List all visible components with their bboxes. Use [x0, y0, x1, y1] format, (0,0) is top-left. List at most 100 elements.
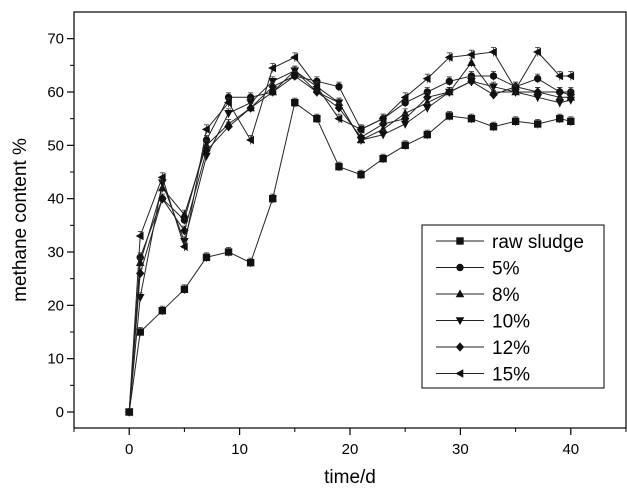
x-tick-label: 30 [452, 441, 469, 458]
data-point [401, 141, 409, 150]
data-point [511, 117, 520, 126]
legend-label: 12% [492, 338, 530, 359]
y-tick-label: 20 [47, 297, 64, 314]
data-point [179, 242, 188, 251]
data-point [467, 58, 476, 66]
data-point [158, 194, 167, 204]
data-point [378, 119, 388, 129]
series-line [128, 101, 571, 413]
data-point [400, 93, 409, 102]
legend: raw sludge 5% 8% 10% 12% 15% [421, 224, 605, 389]
data-point [224, 122, 233, 132]
data-point [180, 226, 189, 236]
data-point [136, 328, 144, 336]
data-point [269, 194, 277, 203]
data-point [290, 71, 300, 81]
data-point [422, 104, 432, 113]
legend-entry: 5% [436, 259, 520, 280]
x-tick-label: 20 [342, 441, 359, 458]
data-point [467, 76, 476, 86]
data-point [567, 117, 575, 126]
data-point [489, 122, 498, 131]
data-point [445, 77, 454, 86]
data-point [566, 71, 575, 81]
data-point [533, 47, 541, 57]
legend-label: 10% [492, 312, 530, 333]
data-point [246, 258, 255, 267]
data-point [488, 47, 497, 57]
data-point [489, 90, 498, 100]
data-point [379, 154, 387, 163]
y-tick-label: 50 [47, 137, 64, 154]
data-point [445, 112, 454, 120]
data-point [423, 130, 431, 139]
data-point [422, 74, 431, 83]
data-point [378, 131, 388, 140]
data-point [335, 82, 343, 91]
data-point [489, 72, 498, 80]
x-axis-title: time/d [324, 467, 376, 488]
data-point [224, 248, 233, 256]
data-point [268, 87, 278, 96]
legend-entry: 8% [436, 285, 520, 306]
data-point [556, 114, 564, 123]
y-tick-label: 10 [47, 351, 64, 368]
series-line [128, 51, 571, 413]
data-point [312, 82, 321, 91]
data-point [135, 231, 144, 241]
legend-marker [456, 237, 464, 245]
data-point [466, 50, 475, 59]
data-point [566, 90, 576, 100]
legend-label: 15% [492, 365, 530, 386]
data-point [313, 114, 321, 123]
axes-layer: 0 10 20 30 40 0 10 20 30 40 50 60 70 [47, 31, 627, 458]
data-point [334, 114, 343, 123]
y-tick-label: 0 [56, 404, 64, 421]
data-point [445, 87, 454, 97]
legend-marker [455, 342, 465, 352]
data-point [180, 285, 189, 294]
data-point [510, 85, 519, 94]
data-point [180, 210, 189, 218]
data-point [223, 98, 232, 107]
series-1 [125, 97, 575, 416]
data-point [444, 53, 453, 62]
legend-entry: 12% [436, 338, 530, 359]
legend-box [421, 224, 605, 389]
x-tick-label: 0 [125, 441, 133, 458]
x-tick-label: 40 [562, 441, 579, 458]
data-point [246, 103, 255, 113]
data-point [202, 146, 211, 156]
legend-entry: 10% [436, 312, 530, 333]
legend-label: raw sludge [492, 232, 584, 253]
y-tick-label: 70 [47, 31, 64, 48]
data-point [290, 53, 299, 62]
data-point [124, 407, 133, 417]
data-point [201, 125, 210, 134]
data-point [268, 82, 277, 92]
legend-marker [455, 317, 465, 326]
data-point [555, 99, 565, 108]
data-point [467, 114, 476, 123]
y-tick-label: 60 [47, 84, 64, 101]
series-line [128, 70, 571, 413]
legend-marker [456, 263, 464, 272]
data-point [489, 83, 498, 92]
legend-marker [455, 369, 464, 378]
series-6 [124, 47, 575, 417]
data-point [356, 125, 365, 134]
data-point [291, 98, 299, 107]
data-point [423, 92, 432, 102]
legend-label: 8% [492, 285, 520, 306]
data-point [533, 87, 542, 97]
legend-marker [455, 289, 465, 298]
y-axis-title: methane content % [10, 138, 31, 302]
data-point [246, 135, 254, 145]
legend-entry: 15% [436, 365, 530, 386]
y-tick-label: 30 [47, 244, 64, 261]
data-point [224, 110, 233, 118]
data-point [555, 71, 564, 81]
data-point [378, 114, 387, 123]
data-point [555, 87, 564, 97]
